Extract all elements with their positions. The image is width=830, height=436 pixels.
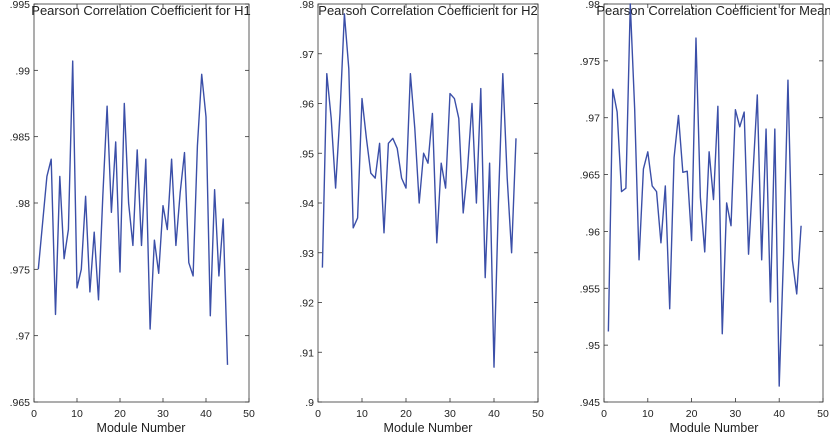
x-tick-label: 40 (773, 408, 785, 420)
plot-area: 0 10 20 30 40 50 .945 .95 .955 .96 .965 .97 .975 .98 (580, 0, 829, 420)
x-tick-label: 10 (356, 408, 368, 420)
y-tick-label: .975 (10, 264, 31, 276)
x-tick-label: 30 (157, 408, 169, 420)
y-tick-label: .95 (299, 148, 314, 160)
x-tick-label: 40 (200, 408, 212, 420)
x-tick-label: 50 (243, 408, 255, 420)
chart-title: Pearson Correlation Coefficient for Mean (596, 3, 830, 18)
chart-title: Pearson Correlation Coefficient for H1 (31, 3, 250, 18)
y-tick-label: .93 (299, 248, 314, 260)
y-tick-label: .98 (15, 198, 30, 210)
y-tick-label: .955 (580, 283, 601, 295)
y-tick-label: .94 (299, 198, 314, 210)
axes-box (317, 3, 539, 403)
y-tick-label: .97 (585, 113, 600, 125)
plot-area: 0 10 20 30 40 50 .965 .97 .975 .98 .985 .99 .995 (10, 0, 255, 420)
y-tick-label: .965 (580, 170, 601, 182)
x-tick-label: 50 (532, 408, 544, 420)
y-tick-label: .97 (15, 331, 30, 343)
plot-area: 0 10 20 30 40 50 .9 .91 .92 .93 .94 .95 .96 .97 .98 (299, 0, 544, 420)
x-tick-label: 40 (488, 408, 500, 420)
y-tick-label: .975 (580, 56, 601, 68)
y-tick-label: .97 (299, 49, 314, 61)
y-tick-label: .91 (299, 347, 314, 359)
x-tick-label: 20 (400, 408, 412, 420)
chart-panel-h2: Pearson Correlation Coefficient for H2 M… (299, 0, 544, 435)
x-tick-label: 30 (730, 408, 742, 420)
y-tick-label: .9 (305, 397, 314, 409)
y-tick-label: .995 (10, 0, 31, 11)
x-tick-label: 20 (686, 408, 698, 420)
x-tick-label: 0 (601, 408, 607, 420)
x-tick-label: 10 (71, 408, 83, 420)
x-tick-label: 20 (114, 408, 126, 420)
x-axis-label: Module Number (384, 421, 473, 435)
series-line (37, 60, 229, 365)
x-axis-label: Module Number (97, 421, 186, 435)
y-tick-label: .99 (15, 65, 30, 77)
x-tick-label: 0 (315, 408, 321, 420)
y-tick-label: .965 (10, 397, 31, 409)
chart-panel-mean: Pearson Correlation Coefficient for Mean… (580, 0, 830, 435)
y-tick-label: .96 (585, 226, 600, 238)
series-line (321, 13, 517, 368)
x-tick-label: 0 (31, 408, 37, 420)
y-tick-label: .98 (299, 0, 314, 11)
x-tick-label: 10 (642, 408, 654, 420)
axes-box (603, 3, 824, 403)
y-tick-label: .945 (580, 397, 601, 409)
y-tick-label: .98 (585, 0, 600, 11)
y-tick-label: .95 (585, 340, 600, 352)
y-tick-label: .985 (10, 132, 31, 144)
x-tick-label: 50 (817, 408, 829, 420)
y-tick-label: .96 (299, 99, 314, 111)
chart-panel-h1: Pearson Correlation Coefficient for H1 M… (10, 0, 255, 435)
x-tick-label: 30 (444, 408, 456, 420)
chart-title: Pearson Correlation Coefficient for H2 (318, 3, 537, 18)
axes-box (33, 3, 250, 403)
y-tick-label: .92 (299, 298, 314, 310)
series-line (607, 3, 802, 387)
x-axis-label: Module Number (670, 421, 759, 435)
